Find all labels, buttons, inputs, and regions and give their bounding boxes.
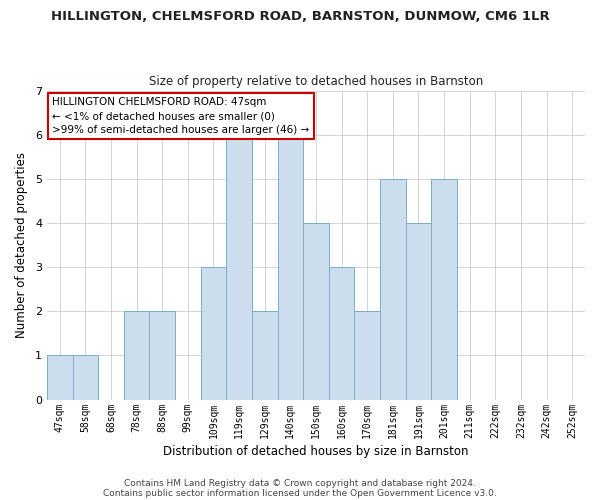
- Y-axis label: Number of detached properties: Number of detached properties: [15, 152, 28, 338]
- Bar: [431, 179, 457, 400]
- Text: Contains public sector information licensed under the Open Government Licence v3: Contains public sector information licen…: [103, 488, 497, 498]
- Bar: [226, 135, 252, 400]
- Bar: [406, 224, 431, 400]
- Text: HILLINGTON, CHELMSFORD ROAD, BARNSTON, DUNMOW, CM6 1LR: HILLINGTON, CHELMSFORD ROAD, BARNSTON, D…: [50, 10, 550, 23]
- Bar: [149, 312, 175, 400]
- Bar: [252, 312, 278, 400]
- Text: Contains HM Land Registry data © Crown copyright and database right 2024.: Contains HM Land Registry data © Crown c…: [124, 478, 476, 488]
- Bar: [329, 268, 355, 400]
- Bar: [73, 356, 98, 400]
- Bar: [47, 356, 73, 400]
- X-axis label: Distribution of detached houses by size in Barnston: Distribution of detached houses by size …: [163, 444, 469, 458]
- Bar: [278, 135, 303, 400]
- Bar: [200, 268, 226, 400]
- Bar: [303, 224, 329, 400]
- Bar: [124, 312, 149, 400]
- Text: HILLINGTON CHELMSFORD ROAD: 47sqm
← <1% of detached houses are smaller (0)
>99% : HILLINGTON CHELMSFORD ROAD: 47sqm ← <1% …: [52, 97, 310, 135]
- Bar: [355, 312, 380, 400]
- Bar: [380, 179, 406, 400]
- Title: Size of property relative to detached houses in Barnston: Size of property relative to detached ho…: [149, 76, 483, 88]
